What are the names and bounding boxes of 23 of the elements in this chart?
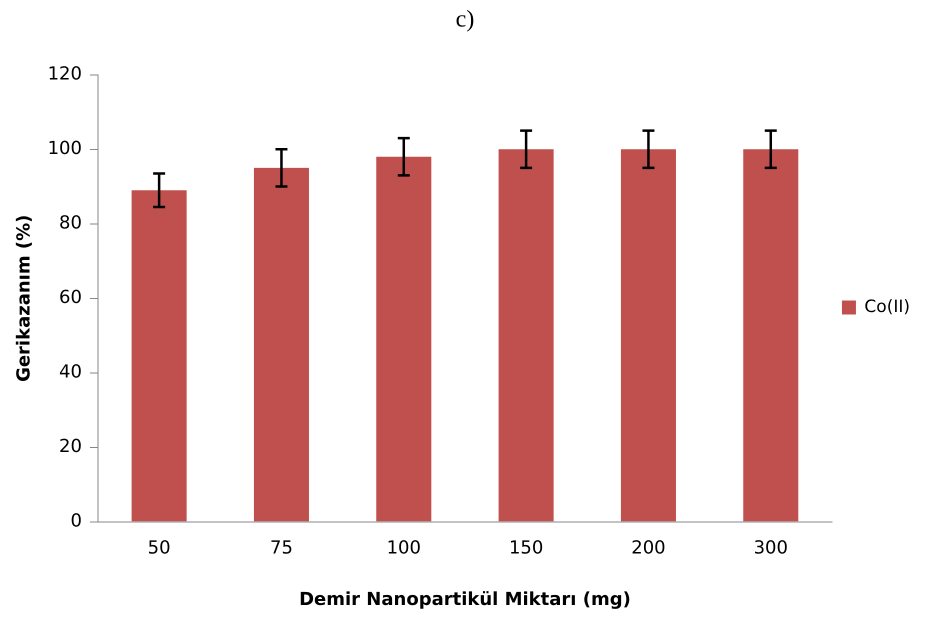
y-tick-label: 100 <box>48 138 82 159</box>
bar <box>254 168 309 522</box>
x-axis-title: Demir Nanopartikül Miktarı (mg) <box>299 588 631 610</box>
y-tick-label: 20 <box>59 436 82 457</box>
x-tick-label: 100 <box>386 537 421 558</box>
y-tick-label: 60 <box>59 286 82 308</box>
bar <box>376 156 432 522</box>
legend-label: Co(II) <box>864 296 910 317</box>
y-tick-label: 0 <box>70 510 82 532</box>
y-tick-label: 80 <box>59 212 82 234</box>
bar <box>620 149 676 522</box>
y-tick-label: 120 <box>48 63 82 84</box>
x-tick-label: 300 <box>754 537 788 558</box>
bar <box>498 149 554 522</box>
x-tick-label: 75 <box>270 537 293 558</box>
bar <box>132 190 187 522</box>
x-tick-label: 50 <box>148 537 171 558</box>
x-tick-label: 150 <box>508 537 544 558</box>
y-axis-title: Gerikazanım (%) <box>13 214 34 382</box>
chart-title: c) <box>456 6 474 33</box>
x-tick-label: 200 <box>631 537 666 558</box>
y-tick-label: 40 <box>59 361 82 382</box>
bar <box>743 149 798 522</box>
